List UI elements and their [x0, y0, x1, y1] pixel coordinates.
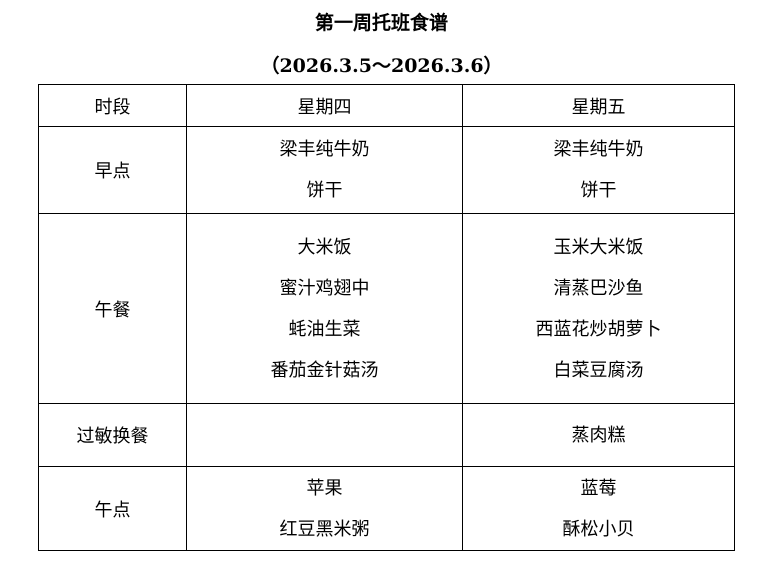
menu-table: 时段 星期四 星期五 早点 梁丰纯牛奶饼干 梁丰纯牛奶饼干 午餐 大米饭蜜汁鸡翅… — [38, 84, 735, 551]
menu-item: 蜜汁鸡翅中 — [279, 277, 370, 299]
friday-cell: 玉米大米饭清蒸巴沙鱼西蓝花炒胡萝卜 白菜豆腐汤 — [462, 213, 735, 404]
menu-item: 蓝莓 — [580, 477, 617, 499]
menu-item: 清蒸巴沙鱼 — [553, 277, 644, 299]
menu-item: 梁丰纯牛奶 — [279, 139, 370, 160]
header-row: 时段 星期四 星期五 — [38, 84, 735, 127]
table-row: 午餐 大米饭蜜汁鸡翅中蚝油生菜番茄金针菇汤 玉米大米饭清蒸巴沙鱼西蓝花炒胡萝卜白… — [38, 213, 735, 404]
period-cell: 早点 — [38, 126, 187, 214]
date-range: （2026.3.5～2026.3.6） — [260, 55, 503, 77]
menu-item: 大米饭 — [297, 236, 352, 258]
menu-item: 苹果 — [306, 477, 343, 499]
thursday-cell: 苹果 红豆黑米粥 — [186, 466, 463, 551]
menu-item: 饼干 — [306, 180, 343, 201]
header-period: 时段 — [38, 84, 187, 127]
menu-item: 梁丰纯牛奶 — [553, 139, 644, 160]
friday-cell: 蒸肉糕 — [462, 403, 735, 467]
page-title: 第一周托班食谱 — [314, 12, 448, 34]
table-row: 过敏换餐 蒸肉糕 — [38, 403, 735, 467]
thursday-cell: 梁丰纯牛奶 饼干 — [186, 126, 463, 214]
thursday-cell: 大米饭蜜汁鸡翅中蚝油生菜番茄金针菇汤 — [186, 213, 463, 404]
header-friday: 星期五 — [462, 84, 735, 127]
thursday-cell — [186, 403, 463, 467]
table-row: 午点 苹果红豆黑米粥 蓝莓酥松小贝 — [38, 466, 735, 551]
menu-item: 蚝油生菜 — [288, 318, 361, 340]
header-thursday: 星期四 — [186, 84, 463, 127]
menu-item: 酥松小贝 — [562, 518, 635, 540]
menu-item: 西蓝花炒胡萝卜 — [535, 318, 662, 340]
menu-item: 蒸肉糕 — [571, 424, 626, 446]
table-row: 早点 梁丰纯牛奶饼干 梁丰纯牛奶饼干 — [38, 126, 735, 214]
period-cell: 午餐 — [38, 213, 187, 404]
period-cell: 午点 — [38, 466, 187, 551]
menu-item: 番茄金针菇汤 — [270, 359, 379, 381]
menu-item: 玉米大米饭 — [553, 236, 644, 258]
menu-item: 红豆黑米粥 — [279, 518, 370, 540]
friday-cell: 蓝莓 酥松小贝 — [462, 466, 735, 551]
period-cell: 过敏换餐 — [38, 403, 187, 467]
menu-item: 白菜豆腐汤 — [553, 359, 644, 381]
menu-item: 饼干 — [580, 180, 617, 201]
friday-cell: 梁丰纯牛奶 饼干 — [462, 126, 735, 214]
